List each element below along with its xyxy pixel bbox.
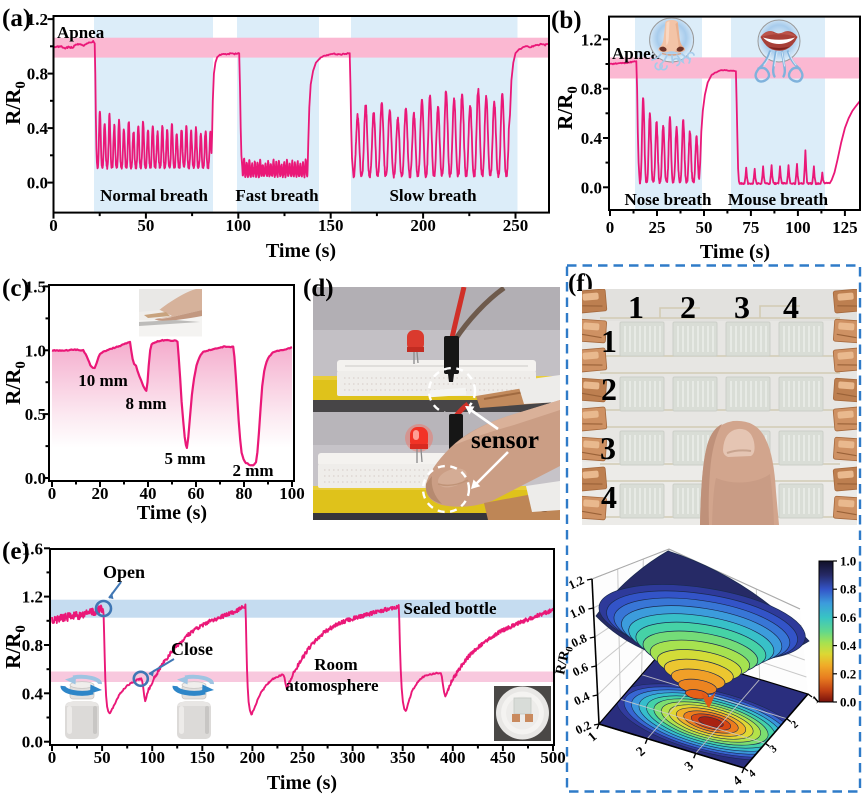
svg-text:2: 2 bbox=[601, 371, 617, 407]
svg-text:atomosphere: atomosphere bbox=[285, 676, 379, 695]
svg-text:1.0: 1.0 bbox=[568, 602, 588, 621]
svg-text:Mouse breath: Mouse breath bbox=[728, 190, 829, 209]
svg-text:200: 200 bbox=[410, 216, 436, 235]
svg-text:2: 2 bbox=[680, 289, 696, 325]
svg-text:125: 125 bbox=[832, 218, 858, 237]
svg-text:0.8: 0.8 bbox=[22, 636, 43, 655]
svg-text:4: 4 bbox=[783, 289, 799, 325]
svg-text:350: 350 bbox=[390, 748, 416, 767]
svg-text:0: 0 bbox=[49, 216, 58, 235]
svg-text:60: 60 bbox=[188, 484, 205, 503]
svg-text:0.0: 0.0 bbox=[27, 174, 48, 193]
svg-text:0.8: 0.8 bbox=[840, 582, 857, 597]
svg-text:(e): (e) bbox=[2, 538, 30, 565]
svg-text:2 mm: 2 mm bbox=[232, 461, 273, 480]
svg-text:3: 3 bbox=[600, 430, 616, 466]
svg-text:200: 200 bbox=[240, 748, 266, 767]
svg-text:4: 4 bbox=[601, 479, 617, 515]
svg-text:Time (s): Time (s) bbox=[267, 772, 337, 794]
svg-text:100: 100 bbox=[226, 216, 252, 235]
svg-text:1: 1 bbox=[601, 323, 617, 359]
svg-text:500: 500 bbox=[540, 748, 566, 767]
svg-text:Sealed bottle: Sealed bottle bbox=[403, 599, 496, 618]
svg-text:100: 100 bbox=[785, 218, 811, 237]
svg-text:100: 100 bbox=[279, 484, 305, 503]
svg-text:0.6: 0.6 bbox=[840, 610, 857, 625]
svg-text:Close: Close bbox=[171, 639, 213, 659]
svg-text:8 mm: 8 mm bbox=[125, 394, 166, 413]
svg-text:(a): (a) bbox=[2, 5, 31, 32]
svg-text:Apnea: Apnea bbox=[57, 23, 105, 42]
svg-text:50: 50 bbox=[696, 218, 713, 237]
svg-text:Apnea: Apnea bbox=[612, 44, 660, 63]
svg-text:0.4: 0.4 bbox=[840, 638, 857, 653]
svg-text:Time (s): Time (s) bbox=[700, 241, 770, 263]
svg-text:0.0: 0.0 bbox=[22, 733, 43, 752]
svg-text:0: 0 bbox=[48, 748, 57, 767]
svg-text:250: 250 bbox=[503, 216, 529, 235]
svg-text:0.4: 0.4 bbox=[22, 684, 44, 703]
svg-text:10 mm: 10 mm bbox=[78, 371, 128, 390]
svg-text:5 mm: 5 mm bbox=[164, 449, 205, 468]
svg-text:0.0: 0.0 bbox=[840, 695, 856, 710]
svg-text:400: 400 bbox=[440, 748, 466, 767]
svg-text:0.0: 0.0 bbox=[581, 178, 602, 197]
svg-text:50: 50 bbox=[137, 216, 154, 235]
svg-text:0.4: 0.4 bbox=[27, 119, 49, 138]
svg-text:(b): (b) bbox=[551, 7, 582, 34]
svg-text:0.0: 0.0 bbox=[25, 469, 46, 488]
svg-text:1.0: 1.0 bbox=[840, 554, 856, 569]
svg-text:0.8: 0.8 bbox=[581, 80, 602, 99]
svg-text:1: 1 bbox=[810, 694, 822, 707]
svg-text:75: 75 bbox=[742, 218, 759, 237]
svg-text:Fast breath: Fast breath bbox=[235, 186, 319, 205]
svg-text:150: 150 bbox=[318, 216, 344, 235]
svg-text:Time (s): Time (s) bbox=[137, 502, 207, 524]
svg-text:0.2: 0.2 bbox=[840, 666, 856, 681]
svg-text:1.5: 1.5 bbox=[25, 277, 46, 296]
svg-text:1.2: 1.2 bbox=[22, 588, 43, 607]
svg-text:1.2: 1.2 bbox=[27, 10, 48, 29]
svg-text:(c): (c) bbox=[2, 275, 30, 302]
svg-text:0.5: 0.5 bbox=[25, 405, 46, 424]
svg-text:0: 0 bbox=[48, 484, 57, 503]
svg-text:1.2: 1.2 bbox=[566, 573, 586, 592]
svg-text:Time (s): Time (s) bbox=[266, 240, 336, 262]
svg-text:Room: Room bbox=[314, 655, 357, 674]
svg-text:0: 0 bbox=[606, 218, 615, 237]
svg-text:1.6: 1.6 bbox=[22, 539, 43, 558]
svg-text:0.8: 0.8 bbox=[569, 631, 589, 650]
svg-text:sensor: sensor bbox=[471, 427, 539, 454]
svg-text:1: 1 bbox=[628, 289, 644, 325]
svg-text:0.4: 0.4 bbox=[581, 129, 603, 148]
svg-text:0.8: 0.8 bbox=[27, 65, 48, 84]
svg-text:40: 40 bbox=[140, 484, 157, 503]
svg-text:20: 20 bbox=[92, 484, 109, 503]
svg-text:Slow breath: Slow breath bbox=[389, 186, 477, 205]
svg-text:1.2: 1.2 bbox=[581, 30, 602, 49]
svg-text:0.2: 0.2 bbox=[573, 718, 593, 737]
svg-text:Normal breath: Normal breath bbox=[100, 186, 208, 205]
svg-text:250: 250 bbox=[290, 748, 316, 767]
svg-text:80: 80 bbox=[236, 484, 253, 503]
svg-text:(d): (d) bbox=[303, 275, 334, 302]
svg-text:3: 3 bbox=[734, 289, 750, 325]
svg-text:25: 25 bbox=[649, 218, 666, 237]
svg-text:1.0: 1.0 bbox=[25, 341, 46, 360]
svg-text:0.6: 0.6 bbox=[570, 660, 590, 679]
svg-text:Nose breath: Nose breath bbox=[624, 190, 712, 209]
svg-text:0.4: 0.4 bbox=[572, 689, 593, 709]
svg-text:Open: Open bbox=[103, 562, 145, 582]
svg-text:300: 300 bbox=[340, 748, 366, 767]
svg-text:50: 50 bbox=[94, 748, 111, 767]
svg-text:100: 100 bbox=[139, 748, 165, 767]
svg-text:150: 150 bbox=[190, 748, 216, 767]
svg-text:450: 450 bbox=[490, 748, 516, 767]
